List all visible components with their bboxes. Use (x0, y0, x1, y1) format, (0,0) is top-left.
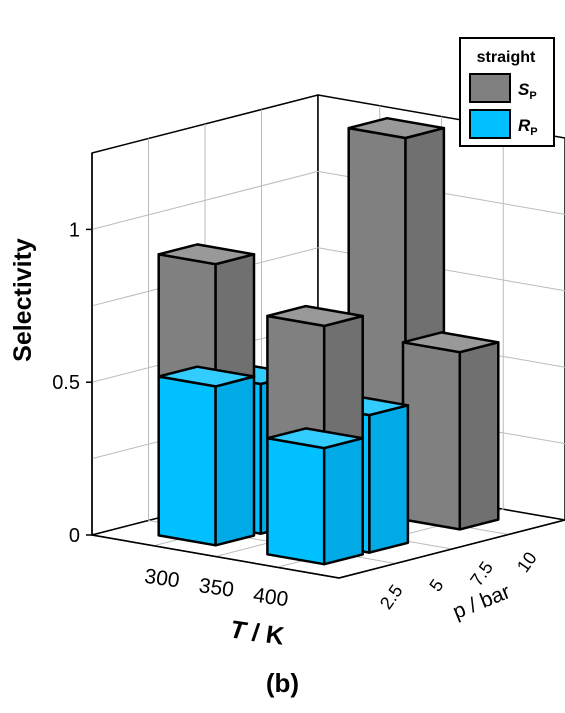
bar-front-face (266, 314, 326, 450)
legend-label-rp: RP (518, 116, 538, 138)
bar-front-face (157, 375, 217, 547)
z-axis-title: Selectivity (9, 238, 37, 362)
x-axis-title: T / K (228, 615, 286, 650)
bar-front-face (266, 436, 326, 566)
legend-label-sp: SP (518, 80, 537, 102)
bar-rp-400-2_5 (266, 427, 364, 566)
bar-rp-300-2_5 (157, 365, 256, 547)
bar-side-face (458, 341, 500, 531)
z-tick-label: 1 (69, 219, 80, 241)
z-tick-label: 0.5 (52, 372, 80, 394)
bar-top-face (347, 116, 446, 140)
bar-top-face (157, 365, 256, 388)
bar-side-face (214, 375, 256, 547)
legend-title: straight (477, 49, 536, 66)
bar-top-face (266, 304, 364, 328)
y-tick-label: 10 (513, 548, 541, 576)
bar-sp-300-2_5 (157, 243, 256, 388)
bar-top-face (157, 243, 256, 266)
z-tick-label: 0 (69, 525, 80, 547)
bar-side-face (322, 436, 364, 566)
bar-side-face (368, 404, 410, 554)
bar-sp-400-10 (401, 331, 500, 531)
y-tick-label: 2.5 (376, 581, 407, 613)
x-tick-label: 300 (143, 565, 181, 593)
x-axis-title-unit: / K (243, 618, 285, 651)
legend-swatch-rp (469, 109, 511, 139)
y-tick-label: 5 (425, 576, 447, 596)
bar-side-face (214, 253, 256, 388)
y-axis-line (338, 519, 565, 579)
bar-top-face (266, 427, 364, 450)
legend: straight SP RP (459, 37, 555, 147)
bar-top-face (401, 331, 500, 354)
figure-caption: (b) (265, 668, 300, 698)
x-tick-label: 350 (197, 574, 235, 602)
x-axis-line (91, 534, 340, 579)
bar-front-face (401, 341, 462, 531)
x-tick-label: 400 (252, 584, 290, 612)
legend-swatch-sp (469, 73, 511, 103)
bar-sp-400-2_5 (266, 304, 364, 450)
bars (157, 116, 500, 566)
bar-front-face (157, 253, 217, 388)
bar-side-face (322, 314, 364, 450)
